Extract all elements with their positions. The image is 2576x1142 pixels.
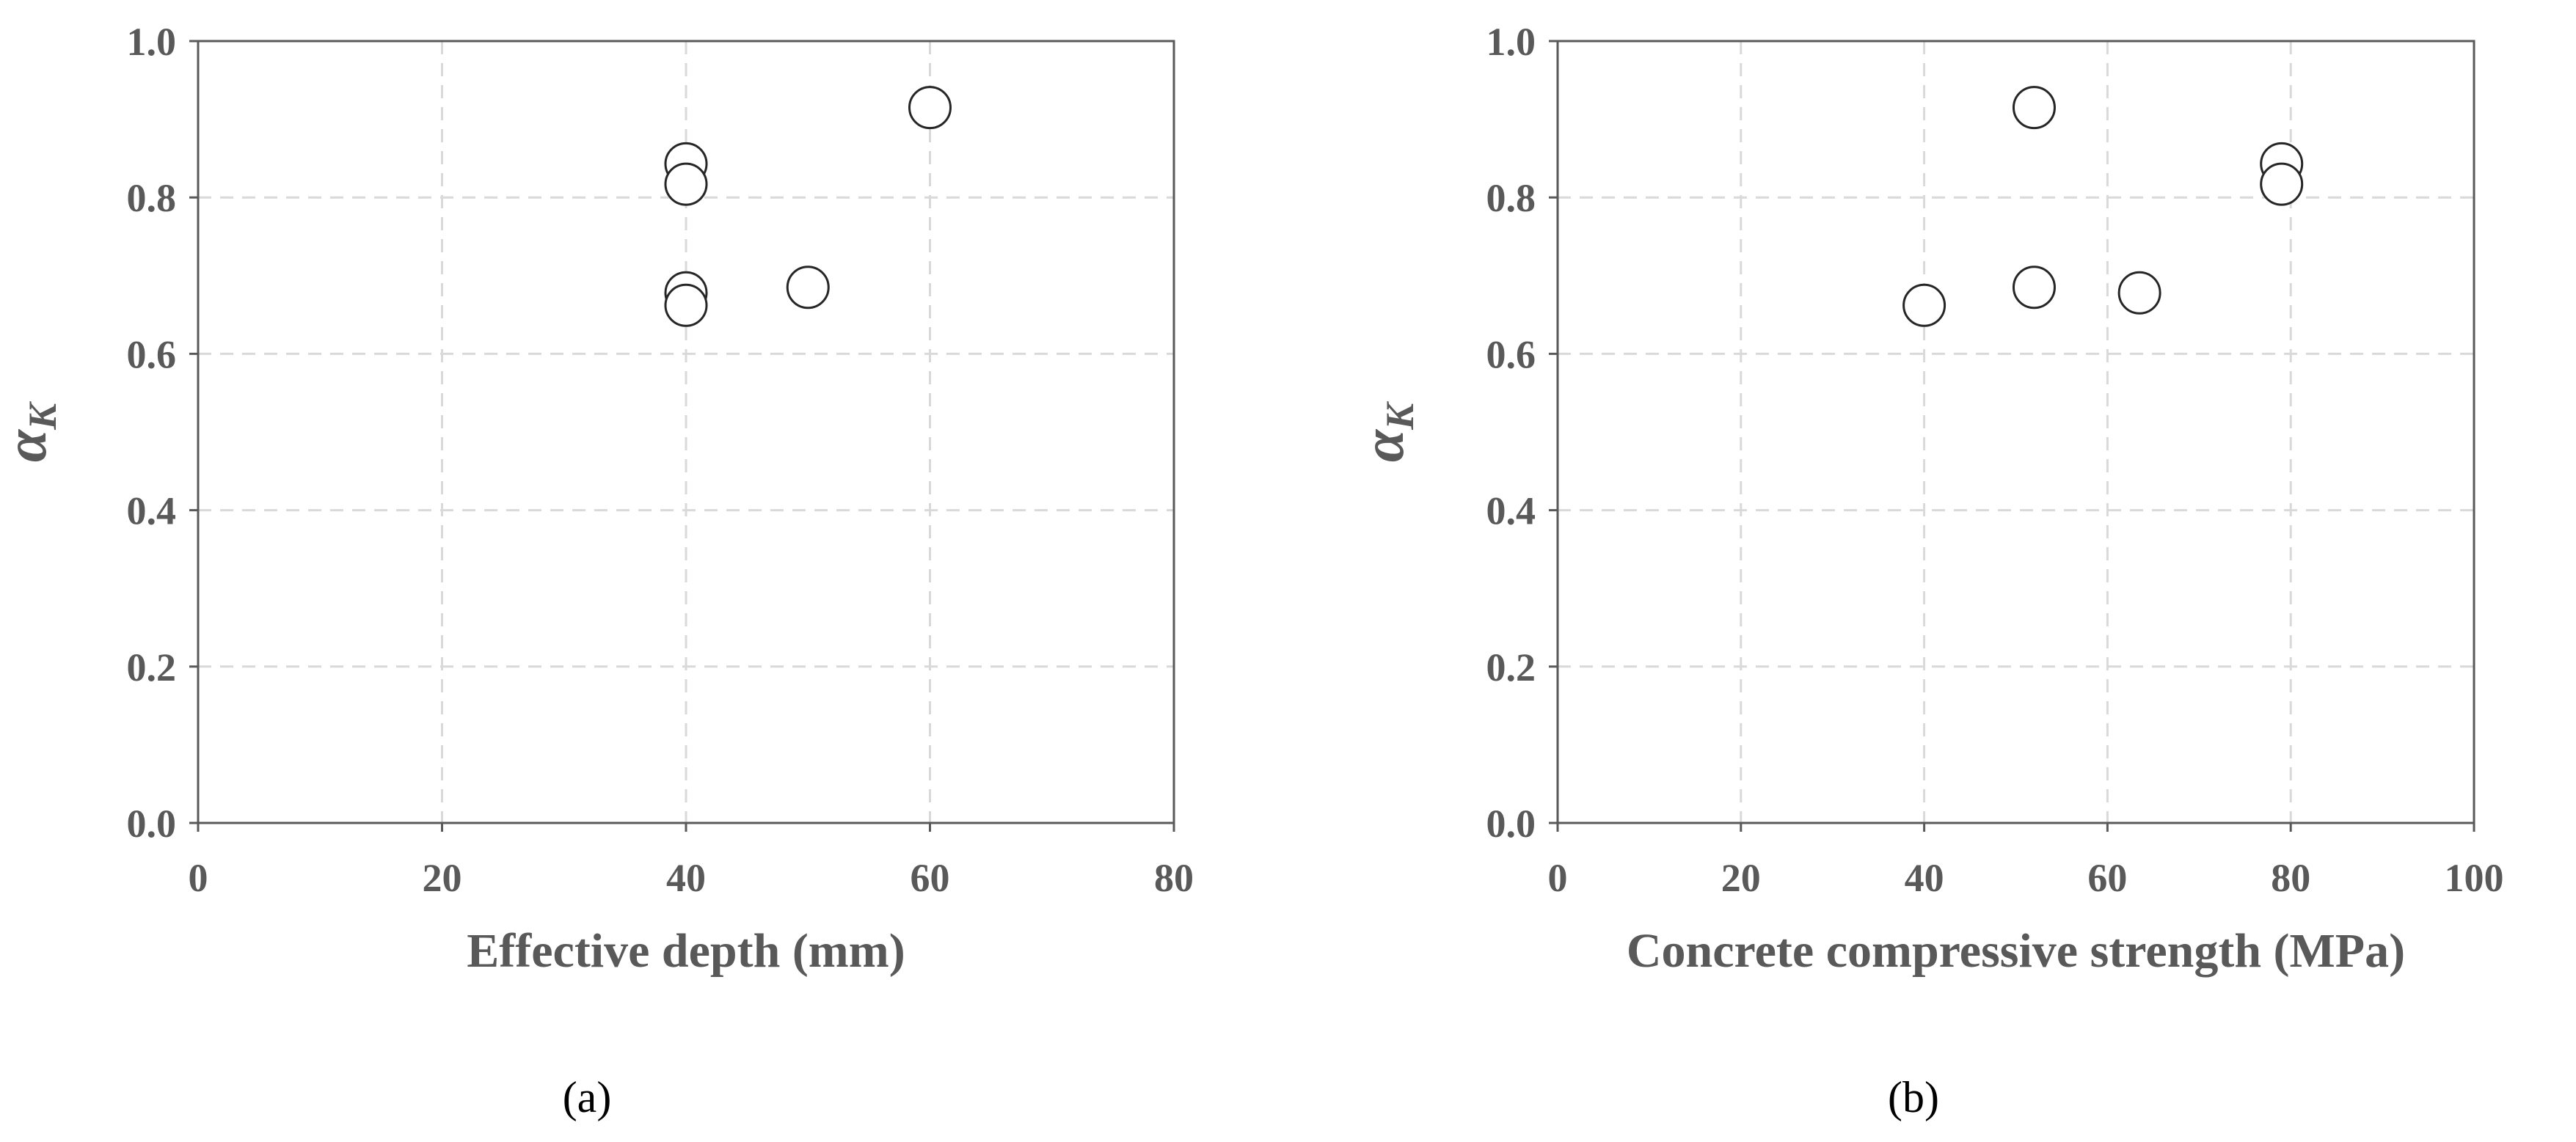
y-tick-label: 0.6 bbox=[127, 332, 177, 376]
panel-label: (a) bbox=[563, 1073, 612, 1121]
y-tick-label: 0.6 bbox=[1486, 332, 1536, 376]
data-point bbox=[2260, 162, 2304, 206]
x-tick-label: 40 bbox=[1905, 856, 1944, 900]
data-point bbox=[786, 266, 830, 310]
chart-panel-b: 0.0 0.2 0.4 0.6 0.8 1.0 0 20 40 60 80 100 Concrete c… bbox=[1351, 20, 2504, 1121]
panel-label: (b) bbox=[1888, 1073, 1939, 1121]
data-point bbox=[664, 283, 708, 327]
y-axis-title: αK bbox=[0, 400, 65, 462]
data-point bbox=[2117, 271, 2161, 315]
data-point bbox=[1902, 283, 1946, 327]
chart-panel-a: 0.0 0.2 0.4 0.6 0.8 1.0 0 20 40 60 80 Effective dep… bbox=[0, 20, 1194, 1121]
y-axis-symbol: α bbox=[0, 428, 59, 462]
data-point bbox=[908, 86, 952, 130]
x-tick-label: 0 bbox=[1548, 856, 1568, 900]
plot-frame bbox=[1556, 40, 2475, 824]
y-axis-symbol: α bbox=[1351, 428, 1416, 462]
y-tick-label: 0.4 bbox=[1486, 489, 1536, 533]
y-tick-label: 0.2 bbox=[127, 645, 177, 689]
y-tick-label: 0.2 bbox=[1486, 645, 1536, 689]
x-tick-label: 20 bbox=[1721, 856, 1761, 900]
x-tick-label: 40 bbox=[666, 856, 706, 900]
x-tick-label: 60 bbox=[911, 856, 950, 900]
y-tick-label: 0.4 bbox=[127, 489, 177, 533]
x-axis-title: Effective depth (mm) bbox=[467, 924, 905, 978]
y-axis-subscript: K bbox=[21, 400, 65, 431]
x-axis-title: Concrete compressive strength (MPa) bbox=[1627, 924, 2405, 978]
y-axis-subscript: K bbox=[1378, 400, 1422, 431]
y-tick-label: 0.0 bbox=[127, 802, 177, 846]
y-tick-label: 0.0 bbox=[1486, 802, 1536, 846]
x-tick-label: 60 bbox=[2087, 856, 2127, 900]
x-tick-label: 100 bbox=[2445, 856, 2504, 900]
y-tick-label: 1.0 bbox=[1486, 20, 1536, 64]
x-tick-label: 20 bbox=[423, 856, 462, 900]
data-point bbox=[2012, 86, 2056, 130]
data-point bbox=[2012, 266, 2056, 310]
x-tick-label: 80 bbox=[2271, 856, 2310, 900]
y-tick-label: 1.0 bbox=[127, 20, 177, 64]
data-point bbox=[664, 162, 708, 206]
y-axis-title: αK bbox=[1351, 400, 1422, 462]
y-tick-label: 0.8 bbox=[1486, 176, 1536, 220]
x-tick-label: 80 bbox=[1154, 856, 1194, 900]
x-tick-label: 0 bbox=[189, 856, 208, 900]
y-tick-label: 0.8 bbox=[127, 176, 177, 220]
